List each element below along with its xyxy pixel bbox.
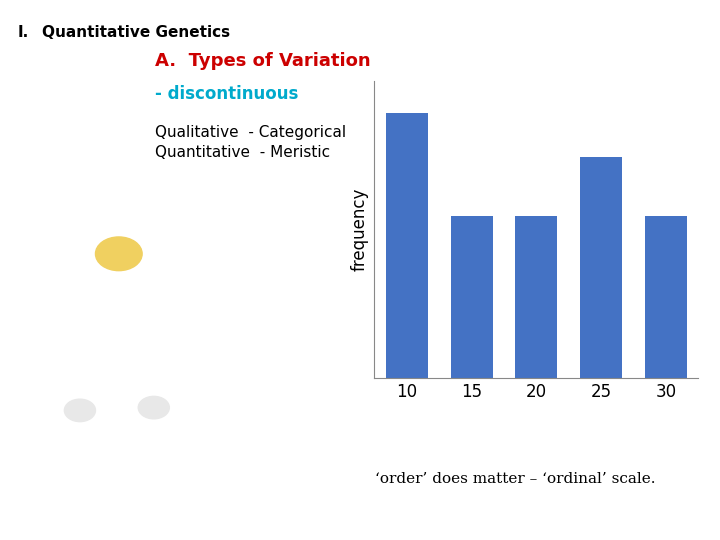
Polygon shape	[105, 402, 140, 428]
Polygon shape	[28, 406, 63, 431]
Polygon shape	[126, 417, 161, 443]
Polygon shape	[169, 395, 204, 420]
Polygon shape	[97, 390, 132, 415]
Polygon shape	[146, 417, 181, 443]
Bar	[645, 216, 687, 378]
Polygon shape	[90, 272, 148, 314]
Polygon shape	[144, 233, 202, 275]
Polygon shape	[163, 381, 198, 406]
Polygon shape	[103, 395, 138, 420]
Polygon shape	[63, 372, 97, 397]
Polygon shape	[109, 409, 145, 434]
Polygon shape	[128, 205, 186, 247]
Polygon shape	[156, 376, 191, 401]
Polygon shape	[35, 233, 94, 275]
Text: Quantitative Genetics: Quantitative Genetics	[42, 25, 230, 40]
Polygon shape	[63, 424, 97, 449]
Polygon shape	[84, 376, 119, 402]
Text: ‘order’ does matter – ‘ordinal’ scale.: ‘order’ does matter – ‘ordinal’ scale.	[375, 472, 655, 486]
Polygon shape	[128, 260, 186, 302]
Polygon shape	[73, 373, 109, 398]
Polygon shape	[41, 419, 76, 444]
Text: I.: I.	[18, 25, 30, 40]
Polygon shape	[117, 414, 152, 440]
Polygon shape	[156, 414, 191, 440]
Text: Qualitative  - Categorical: Qualitative - Categorical	[155, 125, 346, 140]
Circle shape	[64, 399, 96, 422]
Polygon shape	[168, 388, 203, 413]
Polygon shape	[51, 260, 109, 302]
Polygon shape	[105, 388, 140, 413]
Y-axis label: frequency: frequency	[351, 188, 369, 271]
Bar	[516, 216, 557, 378]
Polygon shape	[41, 376, 76, 402]
Polygon shape	[97, 406, 132, 431]
Polygon shape	[163, 409, 198, 434]
Polygon shape	[92, 413, 127, 438]
Polygon shape	[168, 402, 203, 428]
Circle shape	[96, 237, 142, 271]
Polygon shape	[51, 373, 86, 398]
Polygon shape	[28, 390, 63, 415]
Polygon shape	[33, 382, 68, 408]
Bar	[580, 157, 622, 378]
Polygon shape	[136, 419, 171, 444]
Bar	[451, 216, 492, 378]
Polygon shape	[51, 205, 109, 247]
Polygon shape	[73, 423, 109, 448]
Polygon shape	[126, 372, 161, 397]
Polygon shape	[90, 193, 148, 235]
Polygon shape	[109, 381, 145, 406]
Polygon shape	[51, 423, 86, 448]
Polygon shape	[26, 398, 61, 423]
Text: - discontinuous: - discontinuous	[155, 85, 298, 103]
Text: A.  Types of Variation: A. Types of Variation	[155, 52, 371, 70]
Circle shape	[138, 396, 169, 419]
Polygon shape	[117, 376, 152, 401]
Polygon shape	[99, 398, 134, 423]
Polygon shape	[33, 413, 68, 438]
Polygon shape	[84, 419, 119, 444]
Polygon shape	[92, 382, 127, 408]
Polygon shape	[146, 372, 181, 397]
Polygon shape	[136, 371, 171, 396]
Bar	[386, 113, 428, 378]
Text: Quantitative  - Meristic: Quantitative - Meristic	[155, 145, 330, 160]
